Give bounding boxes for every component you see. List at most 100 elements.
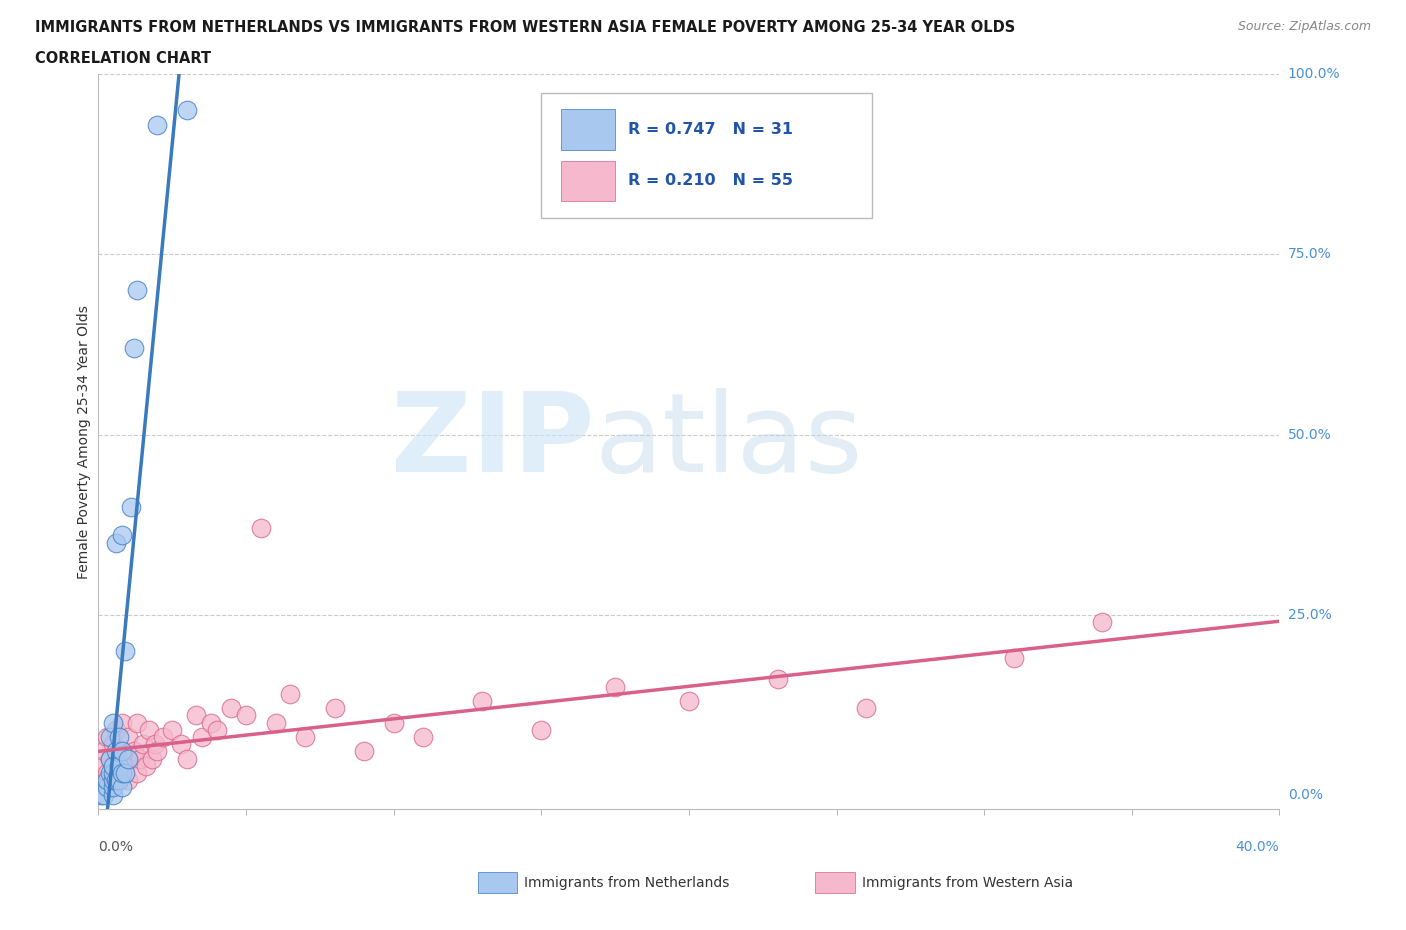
Point <box>143 737 166 751</box>
Point <box>90 759 112 774</box>
FancyBboxPatch shape <box>541 93 872 218</box>
Point <box>103 773 125 788</box>
Point <box>162 723 183 737</box>
Point <box>96 780 118 795</box>
Text: IMMIGRANTS FROM NETHERLANDS VS IMMIGRANTS FROM WESTERN ASIA FEMALE POVERTY AMONG: IMMIGRANTS FROM NETHERLANDS VS IMMIGRANT… <box>35 20 1015 35</box>
Point <box>105 535 128 550</box>
Point <box>108 744 131 759</box>
Point <box>98 751 121 766</box>
Point <box>1091 615 1114 630</box>
Point <box>184 708 207 723</box>
Point <box>96 765 118 780</box>
FancyBboxPatch shape <box>561 110 614 150</box>
Text: atlas: atlas <box>595 388 863 496</box>
Point <box>96 773 118 788</box>
Text: 25.0%: 25.0% <box>1288 607 1331 621</box>
Point <box>605 679 627 694</box>
Point <box>135 759 157 774</box>
Point <box>471 694 494 709</box>
Point <box>678 694 700 709</box>
Point <box>323 701 346 716</box>
Point <box>353 744 375 759</box>
Point <box>125 715 148 730</box>
Point <box>98 730 121 745</box>
Text: 0.0%: 0.0% <box>98 840 134 854</box>
Point <box>146 117 169 132</box>
Point <box>117 773 139 788</box>
Text: 0.0%: 0.0% <box>1288 788 1323 802</box>
Point <box>125 765 148 780</box>
Point <box>96 730 118 745</box>
Point <box>117 730 139 745</box>
Point <box>1002 650 1025 665</box>
Point <box>103 780 125 795</box>
Text: 100.0%: 100.0% <box>1288 67 1340 82</box>
Point <box>122 744 145 759</box>
Point <box>93 744 115 759</box>
Point <box>128 751 150 766</box>
Point <box>105 744 128 759</box>
Point <box>111 765 134 780</box>
Point <box>98 765 121 780</box>
Text: 40.0%: 40.0% <box>1236 840 1279 854</box>
Point <box>111 765 134 780</box>
Point <box>122 340 145 355</box>
Point <box>103 788 125 803</box>
Point <box>114 765 136 780</box>
Point <box>141 751 163 766</box>
Point <box>125 283 148 298</box>
Point <box>103 765 125 780</box>
Y-axis label: Female Poverty Among 25-34 Year Olds: Female Poverty Among 25-34 Year Olds <box>77 305 91 578</box>
Point <box>98 780 121 795</box>
Point <box>105 773 128 788</box>
Point <box>132 737 155 751</box>
Point <box>152 730 174 745</box>
Point <box>200 715 222 730</box>
Text: ZIP: ZIP <box>391 388 595 496</box>
Point <box>111 715 134 730</box>
Point <box>855 701 877 716</box>
Point <box>382 715 405 730</box>
Point <box>294 730 316 745</box>
Point <box>766 672 789 687</box>
Point <box>105 723 128 737</box>
Text: CORRELATION CHART: CORRELATION CHART <box>35 51 211 66</box>
Text: 75.0%: 75.0% <box>1288 247 1331 261</box>
Point <box>530 723 553 737</box>
FancyBboxPatch shape <box>561 161 614 201</box>
Point <box>120 499 142 514</box>
Text: R = 0.210   N = 55: R = 0.210 N = 55 <box>627 173 793 189</box>
Point <box>93 773 115 788</box>
Point <box>114 644 136 658</box>
Point <box>98 751 121 766</box>
Point <box>176 751 198 766</box>
Point <box>103 715 125 730</box>
Point <box>93 788 115 803</box>
Point <box>264 715 287 730</box>
Point <box>108 773 131 788</box>
Point <box>170 737 193 751</box>
Point <box>235 708 257 723</box>
Point <box>117 751 139 766</box>
Point <box>90 788 112 803</box>
Text: Source: ZipAtlas.com: Source: ZipAtlas.com <box>1237 20 1371 33</box>
Text: Immigrants from Western Asia: Immigrants from Western Asia <box>862 875 1073 890</box>
Text: 50.0%: 50.0% <box>1288 428 1331 442</box>
Point <box>191 730 214 745</box>
Point <box>103 737 125 751</box>
Point <box>146 744 169 759</box>
Point <box>219 701 242 716</box>
Point <box>105 765 128 780</box>
Point <box>103 773 125 788</box>
Point <box>250 521 273 536</box>
Point <box>108 730 131 745</box>
Point <box>205 723 228 737</box>
Point <box>111 780 134 795</box>
Point <box>108 759 131 774</box>
Point <box>412 730 434 745</box>
Point <box>120 751 142 766</box>
Point <box>278 686 302 701</box>
Point <box>103 759 125 774</box>
Point <box>114 759 136 774</box>
Point <box>138 723 160 737</box>
